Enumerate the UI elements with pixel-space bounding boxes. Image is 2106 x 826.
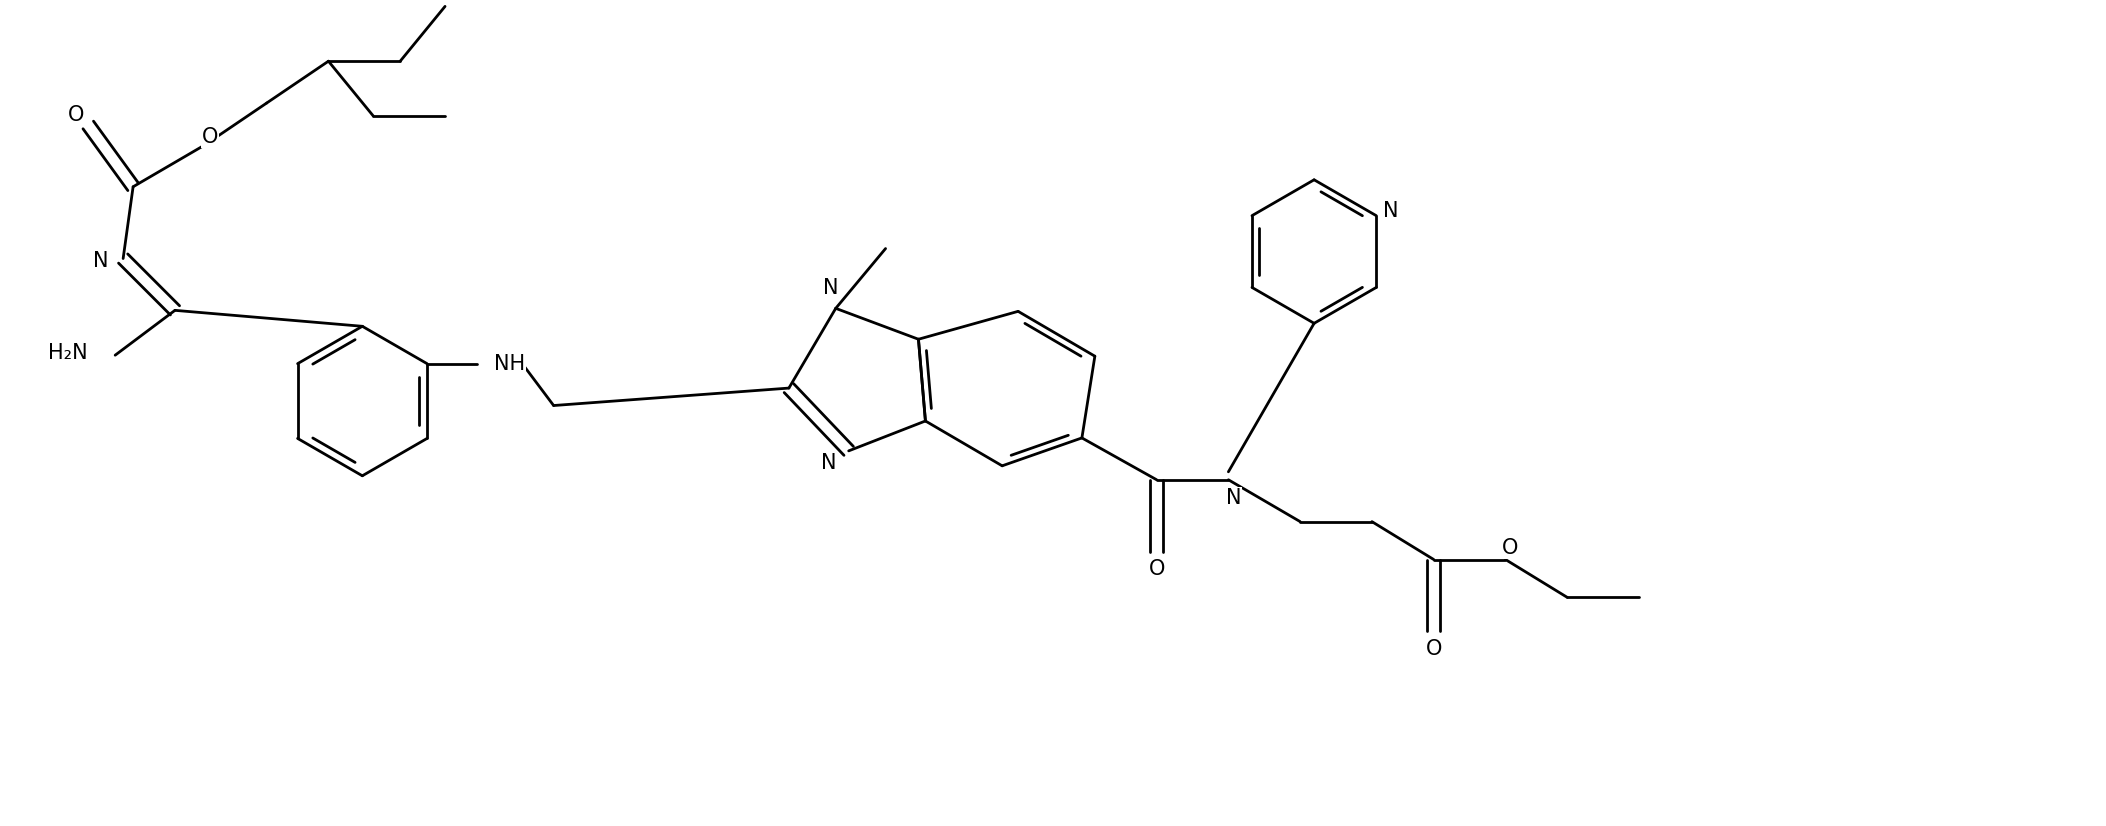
Text: N: N: [1384, 201, 1398, 221]
Text: O: O: [1426, 639, 1443, 659]
Text: O: O: [1502, 538, 1518, 558]
Text: N: N: [1226, 487, 1240, 508]
Text: H₂N: H₂N: [48, 343, 86, 363]
Text: N: N: [93, 250, 110, 270]
Text: O: O: [202, 127, 219, 147]
Text: N: N: [821, 453, 836, 472]
Text: O: O: [1148, 559, 1165, 580]
Text: O: O: [67, 105, 84, 125]
Text: NH: NH: [493, 354, 524, 373]
Text: N: N: [823, 278, 838, 298]
